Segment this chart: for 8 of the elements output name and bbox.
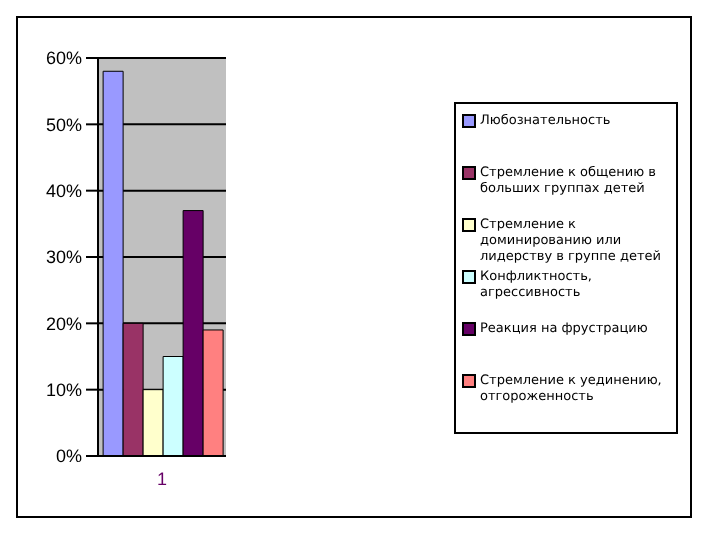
y-tick-label: 60%	[45, 48, 82, 69]
x-tick-label: 1	[156, 468, 168, 489]
y-tick-label: 20%	[45, 313, 82, 334]
y-tick-label: 50%	[45, 114, 82, 135]
y-tick-label: 30%	[45, 247, 82, 268]
y-tick-label: 0%	[55, 446, 82, 467]
y-tick-label: 10%	[45, 380, 82, 401]
y-tick-label: 40%	[45, 181, 82, 202]
